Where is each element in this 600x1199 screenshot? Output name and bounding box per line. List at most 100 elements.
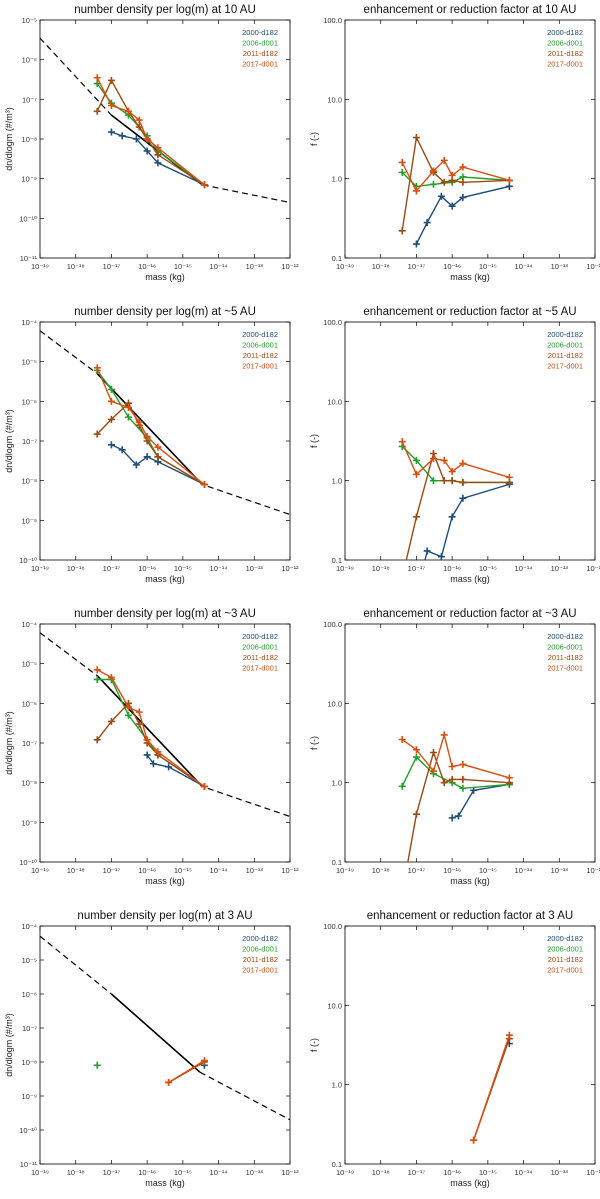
x-tick-label: 10⁻¹⁸ xyxy=(372,866,390,875)
y-tick-label: 1.0 xyxy=(332,779,342,788)
data-point-2017-d001 xyxy=(440,456,448,464)
x-tick-label: 10⁻¹² xyxy=(281,866,299,875)
y-tick-label: 10.0 xyxy=(327,699,342,708)
data-point-2017-d001 xyxy=(448,762,456,770)
data-point-2017-d001 xyxy=(505,176,513,184)
data-point-2017-d001 xyxy=(135,116,143,124)
data-point-2000-d182 xyxy=(154,159,162,167)
y-tick-label: 10⁻⁶ xyxy=(22,56,37,65)
data-point-2017-d001 xyxy=(143,135,151,143)
x-tick-label: 10⁻¹⁴ xyxy=(210,1168,228,1177)
x-tick-label: 10⁻¹⁴ xyxy=(515,1168,533,1177)
series-line-2000-d182 xyxy=(146,754,205,788)
x-tick-label: 10⁻¹⁶ xyxy=(138,866,156,875)
chart-title: number density per log(m) at 10 AU xyxy=(74,4,256,16)
data-point-2000-d182 xyxy=(132,135,140,143)
data-point-2006-d001 xyxy=(107,385,115,393)
data-point-2017-d001 xyxy=(505,1031,513,1039)
chart-panel-4: enhancement or reduction factor at ~5 AU… xyxy=(309,306,600,584)
data-point-2011-d182 xyxy=(412,810,420,818)
plot-area xyxy=(40,330,290,516)
x-tick-label: 10⁻¹⁹ xyxy=(336,262,354,271)
legend-entry-2011-d182: 2011-d182 xyxy=(243,351,278,360)
data-point-2017-d001 xyxy=(107,673,115,681)
y-tick-label: 10⁻⁹ xyxy=(21,818,37,827)
x-tick-label: 10⁻¹³ xyxy=(551,262,569,271)
x-tick-label: 10⁻¹² xyxy=(281,262,299,271)
data-point-2000-d182 xyxy=(132,461,140,469)
data-point-2011-d182 xyxy=(412,513,420,521)
chart-panel-2: enhancement or reduction factor at 10 AU… xyxy=(309,4,600,282)
data-point-2017-d001 xyxy=(154,443,162,451)
legend-entry-2000-d182: 2000-d182 xyxy=(547,330,583,339)
plot-area xyxy=(398,134,513,248)
plot-area xyxy=(398,438,513,560)
series-2000-d182 xyxy=(143,751,208,791)
data-point-2011-d182 xyxy=(107,76,115,84)
x-tick-label: 10⁻¹⁵ xyxy=(174,1168,192,1177)
y-tick-label: 10⁻⁵ xyxy=(22,660,37,669)
x-tick-label: 10⁻¹⁷ xyxy=(103,262,121,271)
legend-entry-2011-d182: 2011-d182 xyxy=(548,49,583,58)
x-tick-label: 10⁻¹⁴ xyxy=(515,262,533,271)
data-point-2017-d001 xyxy=(459,163,467,171)
series-line-2017-d001 xyxy=(472,1034,511,1141)
y-axis-label: dn/dlogm (#/m³) xyxy=(4,711,14,775)
x-tick-label: 10⁻¹⁹ xyxy=(31,1168,49,1177)
x-tick-label: 10⁻¹⁴ xyxy=(210,866,228,875)
data-point-2017-d001 xyxy=(459,459,467,467)
x-tick-label: 10⁻¹⁹ xyxy=(31,866,49,875)
x-tick-label: 10⁻¹⁶ xyxy=(443,1168,461,1177)
x-tick-label: 10⁻¹² xyxy=(586,866,600,875)
data-point-2017-d001 xyxy=(154,144,162,152)
y-tick-label: 10⁻⁴ xyxy=(21,922,37,931)
legend-entry-2017-d001: 2017-d001 xyxy=(547,362,583,371)
series-2006-d001 xyxy=(93,366,208,489)
data-point-2011-d182 xyxy=(440,477,448,485)
y-axis-label: f (-) xyxy=(309,736,319,750)
y-tick-label: 10⁻⁵ xyxy=(22,358,37,367)
data-point-2006-d001 xyxy=(412,753,420,761)
x-tick-label: 10⁻¹⁷ xyxy=(103,866,121,875)
x-tick-label: 10⁻¹⁴ xyxy=(210,564,228,573)
data-point-2017-d001 xyxy=(165,1078,173,1086)
reference-dashed-line xyxy=(40,330,290,516)
x-tick-label: 10⁻¹³ xyxy=(246,564,264,573)
y-tick-label: 10⁻¹¹ xyxy=(20,1160,38,1169)
y-tick-label: 0.1 xyxy=(332,556,342,565)
series-line-2017-d001 xyxy=(96,367,205,486)
y-tick-label: 1.0 xyxy=(332,1081,342,1090)
legend-entry-2000-d182: 2000-d182 xyxy=(242,28,278,37)
data-point-2000-d182 xyxy=(412,240,420,248)
y-tick-label: 10⁻¹⁰ xyxy=(19,556,37,565)
data-point-2017-d001 xyxy=(200,1057,208,1065)
series-2017-d001 xyxy=(398,438,513,481)
data-point-2017-d001 xyxy=(412,746,420,754)
data-point-2011-d182 xyxy=(93,107,101,115)
y-tick-label: 10⁻⁷ xyxy=(22,437,37,446)
y-tick-label: 10⁻⁶ xyxy=(22,699,37,708)
plot-frame xyxy=(344,623,596,863)
y-tick-label: 100.0 xyxy=(323,318,342,327)
legend-entry-2000-d182: 2000-d182 xyxy=(242,330,278,339)
series-line-2017-d001 xyxy=(96,669,205,788)
legend-entry-2017-d001: 2017-d001 xyxy=(242,362,278,371)
legend-entry-2006-d001: 2006-d001 xyxy=(242,341,278,350)
y-tick-label: 10⁻⁴ xyxy=(21,318,37,327)
x-tick-label: 10⁻¹⁸ xyxy=(67,866,85,875)
series-2017-d001 xyxy=(470,1031,513,1144)
x-tick-label: 10⁻¹² xyxy=(586,564,600,573)
data-point-2017-d001 xyxy=(143,736,151,744)
x-tick-label: 10⁻¹⁷ xyxy=(408,1168,426,1177)
data-point-2011-d182 xyxy=(154,151,162,159)
series-line-2000-d182 xyxy=(424,483,510,560)
y-axis-label: f (-) xyxy=(309,132,319,146)
legend-entry-2017-d001: 2017-d001 xyxy=(547,664,583,673)
data-point-2006-d001 xyxy=(412,456,420,464)
data-point-2017-d001 xyxy=(107,101,115,109)
reference-solid-line xyxy=(110,993,201,1073)
data-point-2017-d001 xyxy=(440,156,448,164)
series-2011-d182 xyxy=(407,749,513,862)
x-axis-label: mass (kg) xyxy=(450,272,490,282)
plot-area xyxy=(40,632,290,818)
